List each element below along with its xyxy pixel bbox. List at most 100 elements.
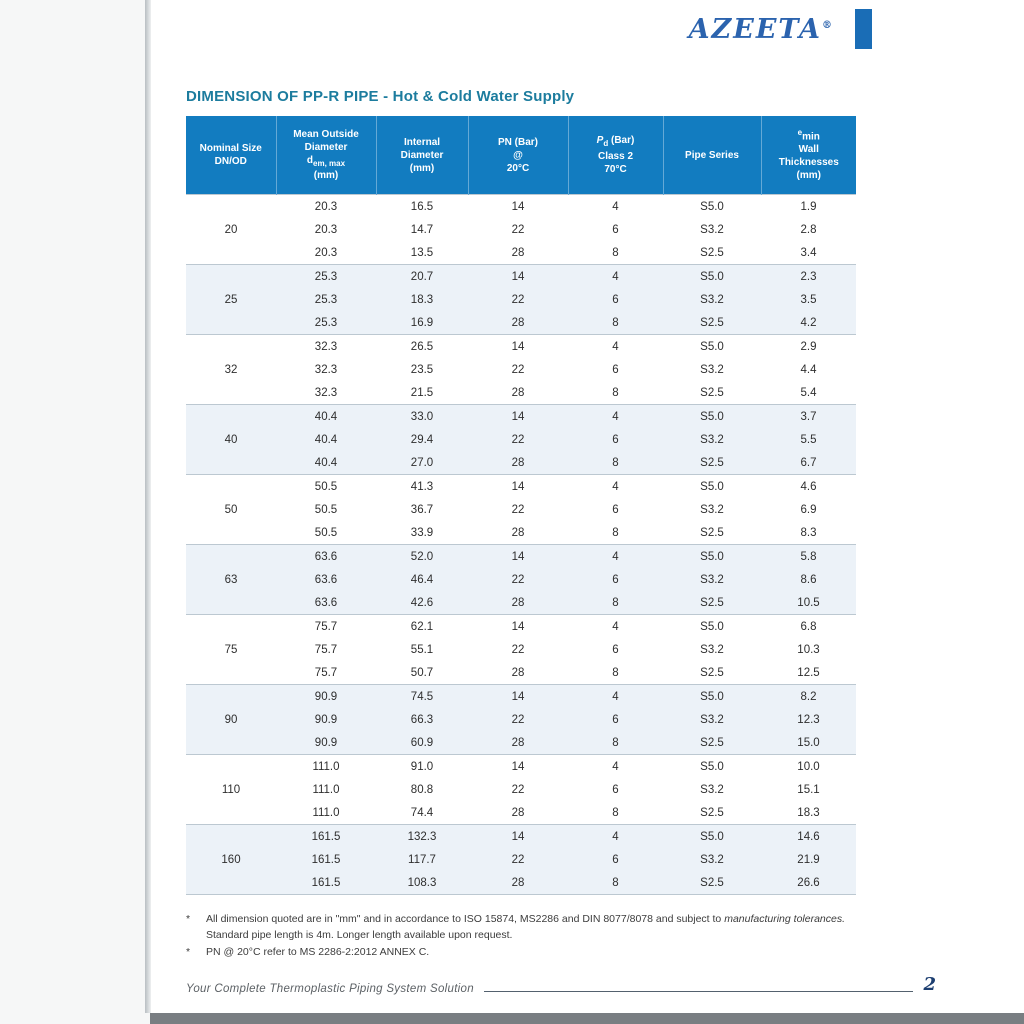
internal-diameter-cell: 42.6 <box>376 591 468 615</box>
internal-diameter-cell: 60.9 <box>376 731 468 755</box>
header-line: Nominal Size <box>199 143 262 154</box>
emin-cell: 4.2 <box>761 311 856 335</box>
pipe-series-cell: S2.5 <box>700 666 724 679</box>
emin-cell: 15.0 <box>761 731 856 755</box>
pd-cell: 8 <box>568 871 663 895</box>
footnote-1: * All dimension quoted are in "mm" and i… <box>186 911 881 944</box>
table-row: 75.7 50.7 28 8 S2.5 12.5 <box>186 661 856 685</box>
col-header-nominal-size: Nominal Size DN/OD <box>186 116 276 195</box>
pd-cell: 8 <box>612 386 619 399</box>
table-row: 25.3 18.3 22 6 S3.2 3.5 <box>186 288 856 311</box>
emin-cell: 1.9 <box>761 194 856 218</box>
pipe-series-cell: S3.2 <box>700 643 724 656</box>
mean-outside-diameter-cell: 90.9 <box>276 708 376 731</box>
emin-cell: 10.0 <box>761 754 856 778</box>
pipe-series-cell: S2.5 <box>700 386 724 399</box>
table-row: 63.6 42.6 28 8 S2.5 10.5 <box>186 591 856 615</box>
table-row: 50.5 33.9 28 8 S2.5 8.3 <box>186 521 856 545</box>
emin-cell: 2.9 <box>761 334 856 358</box>
mean-outside-diameter-cell: 40.4 <box>276 404 376 428</box>
pd-cell: 8 <box>568 591 663 615</box>
pipe-series-cell: S5.0 <box>663 614 761 638</box>
mean-outside-diameter-cell: 75.7 <box>314 666 338 679</box>
pd-cell: 4 <box>568 194 663 218</box>
internal-diameter-cell: 41.3 <box>376 474 468 498</box>
mean-outside-diameter-cell: 63.6 <box>276 544 376 568</box>
mean-outside-diameter-cell: 32.3 <box>314 386 338 399</box>
internal-diameter-cell: 62.1 <box>376 614 468 638</box>
footer-tagline: Your Complete Thermoplastic Piping Syste… <box>186 983 474 995</box>
pd-cell: 6 <box>568 288 663 311</box>
pipe-series-cell: S3.2 <box>663 848 761 871</box>
pipe-table-body: 20 20.3 16.5 14 4 S5.0 1.9 20.3 14.7 22 6 S3.2 2.8 20… <box>186 194 856 895</box>
header-unit: (mm) <box>313 170 339 182</box>
emin-cell: 10.3 <box>797 643 820 656</box>
pd-cell: 6 <box>568 568 663 591</box>
pipe-series-cell: S5.0 <box>663 544 761 568</box>
nominal-size-cell: 160 <box>186 824 276 895</box>
internal-diameter-cell: 33.9 <box>410 526 434 539</box>
internal-diameter-cell: 36.7 <box>410 503 434 516</box>
pipe-series-cell: S5.0 <box>663 824 761 848</box>
col-header-emin: emin Wall Thicknesses (mm) <box>760 116 856 195</box>
header-line: emin <box>764 128 855 143</box>
table-row: 32.3 23.5 22 6 S3.2 4.4 <box>186 358 856 381</box>
scanned-page: AZEETA® DIMENSION OF PP-R PIPE - Hot & C… <box>151 0 1024 1013</box>
internal-diameter-cell: 74.4 <box>410 806 434 819</box>
pn-cell: 22 <box>468 288 568 311</box>
internal-diameter-cell: 14.7 <box>410 223 434 236</box>
pd-cell: 8 <box>568 451 663 475</box>
table-row: 20.3 13.5 28 8 S2.5 3.4 <box>186 241 856 265</box>
emin-cell: 18.3 <box>797 806 820 819</box>
emin-cell: 2.8 <box>800 223 817 236</box>
internal-diameter-cell: 132.3 <box>376 824 468 848</box>
emin-cell: 12.3 <box>761 708 856 731</box>
table-row: 75.7 55.1 22 6 S3.2 10.3 <box>186 638 856 661</box>
pipe-series-cell: S2.5 <box>700 806 724 819</box>
page-footer: Your Complete Thermoplastic Piping Syste… <box>186 974 936 995</box>
mean-outside-diameter-cell: 90.9 <box>276 684 376 708</box>
header-line: Internal <box>403 136 441 148</box>
header-symbol-rest: min <box>802 131 820 143</box>
pd-cell: 6 <box>612 783 619 796</box>
emin-cell: 8.2 <box>761 684 856 708</box>
emin-cell: 26.6 <box>761 871 856 895</box>
mean-outside-diameter-cell: 40.4 <box>276 428 376 451</box>
header-unit: (mm) <box>796 170 821 182</box>
pipe-series-cell: S3.2 <box>663 428 761 451</box>
header-unit: (mm) <box>409 162 435 174</box>
pd-cell: 8 <box>612 246 619 259</box>
header-symbol-sup: e <box>797 127 803 137</box>
pd-cell: 4 <box>568 754 663 778</box>
mean-outside-diameter-cell: 75.7 <box>314 643 338 656</box>
nominal-size-cell: 110 <box>186 754 276 825</box>
table-row: 20 20.3 16.5 14 4 S5.0 1.9 <box>186 194 856 265</box>
table-row: 75 75.7 62.1 14 4 S5.0 6.8 <box>186 614 856 685</box>
pn-cell: 14 <box>468 334 568 358</box>
internal-diameter-cell: 13.5 <box>410 246 434 259</box>
internal-diameter-cell: 66.3 <box>376 708 468 731</box>
emin-cell: 5.8 <box>761 544 856 568</box>
mean-outside-diameter-cell: 63.6 <box>276 568 376 591</box>
table-row: 90.9 60.9 28 8 S2.5 15.0 <box>186 731 856 755</box>
pipe-series-cell: S3.2 <box>663 288 761 311</box>
emin-cell: 2.3 <box>761 264 856 288</box>
pd-cell: 4 <box>568 474 663 498</box>
table-row: 50 50.5 41.3 14 4 S5.0 4.6 <box>186 474 856 545</box>
brand-logo: AZEETA® <box>689 14 832 45</box>
emin-cell: 10.5 <box>761 591 856 615</box>
header-symbol: P <box>596 135 604 147</box>
pn-cell: 28 <box>511 526 525 539</box>
pn-cell: 28 <box>511 246 525 259</box>
pn-cell: 14 <box>468 194 568 218</box>
mean-outside-diameter-cell: 25.3 <box>276 264 376 288</box>
pipe-series-cell: S5.0 <box>663 474 761 498</box>
footnote-2: * PN @ 20°C refer to MS 2286-2:2012 ANNE… <box>186 944 881 960</box>
header-symbol-sub: d <box>603 139 609 149</box>
emin-cell: 21.9 <box>761 848 856 871</box>
emin-cell: 4.4 <box>800 363 817 376</box>
nominal-size-cell: 32 <box>186 334 276 405</box>
footnotes: * All dimension quoted are in "mm" and i… <box>186 911 881 960</box>
pn-cell: 22 <box>511 643 525 656</box>
mean-outside-diameter-cell: 111.0 <box>312 806 340 819</box>
